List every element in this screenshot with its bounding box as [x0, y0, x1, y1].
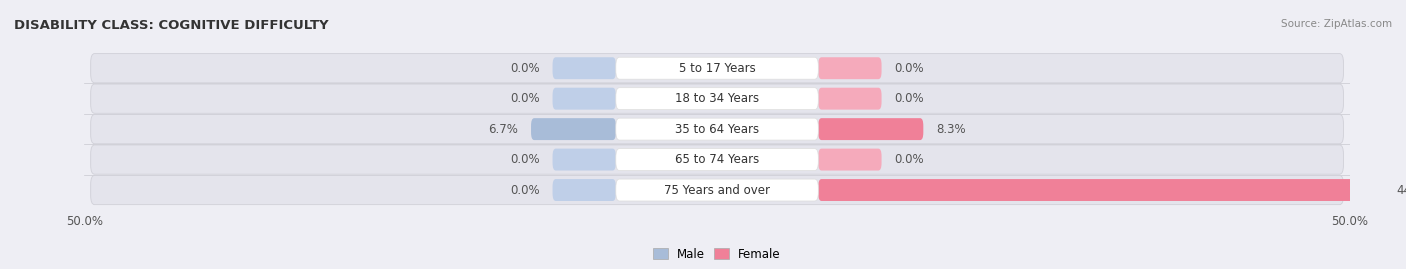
Text: DISABILITY CLASS: COGNITIVE DIFFICULTY: DISABILITY CLASS: COGNITIVE DIFFICULTY [14, 19, 329, 32]
FancyBboxPatch shape [818, 57, 882, 79]
FancyBboxPatch shape [818, 148, 882, 171]
FancyBboxPatch shape [616, 88, 818, 110]
FancyBboxPatch shape [553, 57, 616, 79]
FancyBboxPatch shape [531, 118, 616, 140]
FancyBboxPatch shape [91, 54, 1344, 83]
FancyBboxPatch shape [818, 179, 1384, 201]
FancyBboxPatch shape [91, 115, 1344, 144]
Text: Source: ZipAtlas.com: Source: ZipAtlas.com [1281, 19, 1392, 29]
FancyBboxPatch shape [616, 179, 818, 201]
Text: 0.0%: 0.0% [510, 92, 540, 105]
FancyBboxPatch shape [553, 88, 616, 110]
Text: 0.0%: 0.0% [510, 62, 540, 75]
FancyBboxPatch shape [616, 57, 818, 79]
FancyBboxPatch shape [616, 118, 818, 140]
Text: 6.7%: 6.7% [488, 123, 519, 136]
Text: 0.0%: 0.0% [894, 62, 924, 75]
Text: 35 to 64 Years: 35 to 64 Years [675, 123, 759, 136]
Text: 0.0%: 0.0% [510, 183, 540, 197]
FancyBboxPatch shape [616, 148, 818, 171]
Text: 0.0%: 0.0% [510, 153, 540, 166]
Text: 5 to 17 Years: 5 to 17 Years [679, 62, 755, 75]
Legend: Male, Female: Male, Female [648, 243, 786, 265]
Text: 0.0%: 0.0% [894, 92, 924, 105]
FancyBboxPatch shape [91, 145, 1344, 174]
Text: 18 to 34 Years: 18 to 34 Years [675, 92, 759, 105]
Text: 44.7%: 44.7% [1396, 183, 1406, 197]
FancyBboxPatch shape [553, 179, 616, 201]
Text: 8.3%: 8.3% [936, 123, 966, 136]
Text: 75 Years and over: 75 Years and over [664, 183, 770, 197]
FancyBboxPatch shape [818, 88, 882, 110]
FancyBboxPatch shape [553, 148, 616, 171]
FancyBboxPatch shape [91, 84, 1344, 113]
Text: 0.0%: 0.0% [894, 153, 924, 166]
Text: 65 to 74 Years: 65 to 74 Years [675, 153, 759, 166]
FancyBboxPatch shape [91, 175, 1344, 205]
FancyBboxPatch shape [818, 118, 924, 140]
